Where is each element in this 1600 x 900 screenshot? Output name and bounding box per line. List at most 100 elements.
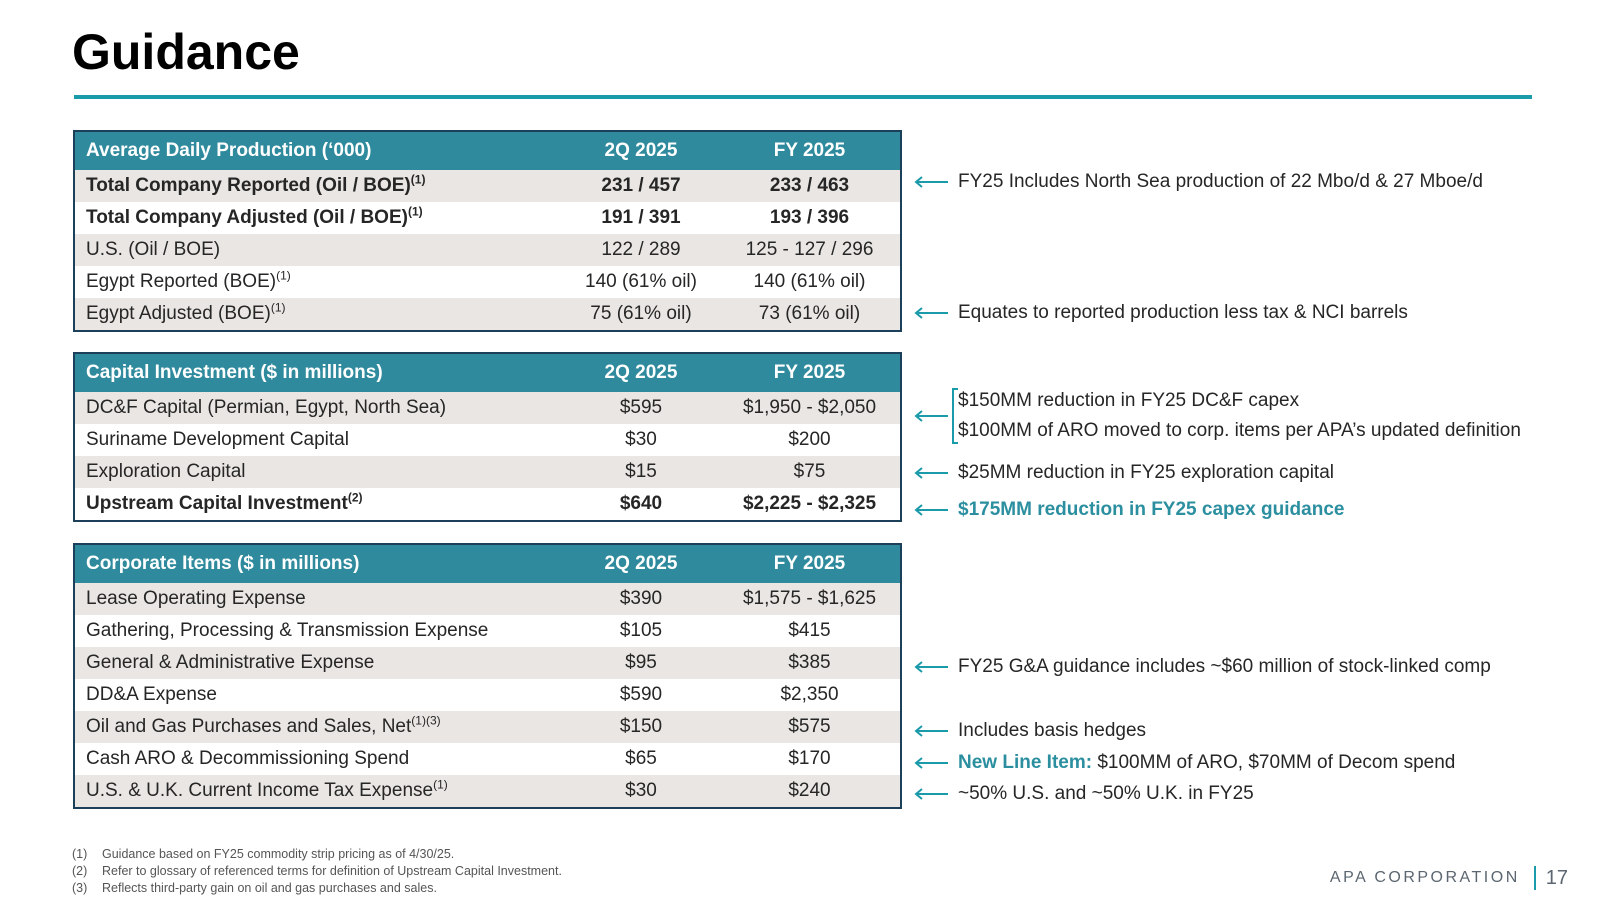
table-row: DC&F Capital (Permian, Egypt, North Sea)…	[75, 392, 900, 424]
header-2q: 2Q 2025	[604, 362, 678, 383]
table-row: Total Company Adjusted (Oil / BOE)(1) 19…	[75, 202, 900, 234]
table-header: Corporate Items ($ in millions) 2Q 2025 …	[75, 545, 900, 583]
arrow-left-icon	[914, 307, 948, 319]
arrow-left-icon	[914, 504, 948, 516]
note-ga: FY25 G&A guidance includes ~$60 million …	[914, 656, 1491, 678]
footnote: (2) Refer to glossary of referenced terms…	[72, 864, 562, 878]
cell-fy: $575	[788, 716, 831, 737]
footnote-ref: (1)(3)	[411, 713, 441, 728]
table-row: Cash ARO & Decommissioning Spend $65 $17…	[75, 743, 900, 775]
cell-fy: 140 (61% oil)	[753, 271, 866, 292]
row-label: U.S. (Oil / BOE)	[86, 239, 221, 260]
note-text: FY25 Includes North Sea production of 22…	[958, 171, 1483, 192]
table-row: DD&A Expense $590 $2,350	[75, 679, 900, 711]
footnote-ref: (2)	[347, 490, 363, 505]
note-exploration: $25MM reduction in FY25 exploration capi…	[914, 462, 1334, 484]
arrow-left-icon	[914, 757, 948, 769]
footnote-ref: (1)	[410, 172, 426, 187]
note-dcf-group	[914, 388, 1554, 444]
production-table: Average Daily Production (‘000) 2Q 2025 …	[73, 130, 902, 332]
note-new-line: New Line Item: $100MM of ARO, $70MM of D…	[914, 752, 1455, 774]
footnote-ref: (1)	[270, 300, 286, 315]
cell-fy: 125 - 127 / 296	[745, 239, 874, 260]
footnotes: (1) Guidance based on FY25 commodity stri…	[72, 846, 562, 897]
row-label: Total Company Adjusted (Oil / BOE)(1)	[86, 204, 423, 228]
table-row: General & Administrative Expense $95 $38…	[75, 647, 900, 679]
cell-2q: 75 (61% oil)	[590, 303, 692, 324]
note-text: ~50% U.S. and ~50% U.K. in FY25	[958, 783, 1254, 804]
row-label: Oil and Gas Purchases and Sales, Net(1)(…	[86, 713, 441, 737]
note-text: $100MM of ARO, $70MM of Decom spend	[1092, 752, 1456, 773]
header-fy: FY 2025	[773, 553, 846, 574]
footnote: (3) Reflects third-party gain on oil and …	[72, 881, 437, 895]
header-label: Average Daily Production (‘000)	[86, 140, 372, 161]
arrow-left-icon	[914, 661, 948, 673]
cell-2q: $30	[625, 429, 657, 450]
cell-2q: $15	[625, 461, 657, 482]
cell-fy: $1,950 - $2,050	[742, 397, 877, 418]
header-fy: FY 2025	[773, 140, 846, 161]
table-row: U.S. & U.K. Current Income Tax Expense(1…	[75, 775, 900, 807]
row-label: Gathering, Processing & Transmission Exp…	[86, 620, 489, 641]
cell-2q: $595	[619, 397, 663, 418]
header-2q: 2Q 2025	[604, 553, 678, 574]
row-label: Lease Operating Expense	[86, 588, 306, 609]
cell-2q: 122 / 289	[601, 239, 681, 260]
cell-fy: $240	[788, 780, 831, 801]
table-row: Total Company Reported (Oil / BOE)(1) 23…	[75, 170, 900, 202]
footnote: (1) Guidance based on FY25 commodity stri…	[72, 847, 455, 861]
table-row: Egypt Adjusted (BOE)(1) 75 (61% oil) 73 …	[75, 298, 900, 330]
note-tax: ~50% U.S. and ~50% U.K. in FY25	[914, 783, 1254, 805]
row-label: U.S. & U.K. Current Income Tax Expense(1…	[86, 777, 448, 801]
capital-table: Capital Investment ($ in millions) 2Q 20…	[73, 352, 902, 522]
cell-fy: 233 / 463	[769, 175, 850, 196]
table-body: Lease Operating Expense $390 $1,575 - $1…	[75, 583, 900, 807]
note-text: FY25 G&A guidance includes ~$60 million …	[958, 656, 1491, 677]
row-label: Suriname Development Capital	[86, 429, 349, 450]
table-header: Capital Investment ($ in millions) 2Q 20…	[75, 354, 900, 392]
cell-fy: $170	[788, 748, 831, 769]
cell-2q: 191 / 391	[601, 207, 681, 228]
table-header: Average Daily Production (‘000) 2Q 2025 …	[75, 132, 900, 170]
note-basis: Includes basis hedges	[914, 720, 1146, 742]
note-text: Equates to reported production less tax …	[958, 302, 1408, 323]
header-fy: FY 2025	[773, 362, 846, 383]
cell-fy: $2,350	[780, 684, 839, 705]
table-row: Gathering, Processing & Transmission Exp…	[75, 615, 900, 647]
cell-2q: 231 / 457	[601, 175, 681, 196]
cell-2q: $95	[625, 652, 657, 673]
cell-2q: $390	[619, 588, 663, 609]
cell-fy: $415	[788, 620, 831, 641]
footnote-ref: (1)	[433, 777, 448, 792]
note-text: Includes basis hedges	[958, 720, 1147, 741]
note-capex: $175MM reduction in FY25 capex guidance	[914, 499, 1344, 521]
table-row: U.S. (Oil / BOE) 122 / 289 125 - 127 / 2…	[75, 234, 900, 266]
row-label: Exploration Capital	[86, 461, 246, 482]
cell-fy: $1,575 - $1,625	[742, 588, 877, 609]
cell-2q: $590	[619, 684, 663, 705]
cell-2q: $30	[625, 780, 657, 801]
cell-fy: $385	[788, 652, 831, 673]
cell-fy: $2,225 - $2,325	[742, 493, 877, 514]
row-label: Egypt Adjusted (BOE)(1)	[86, 300, 286, 324]
row-label: Upstream Capital Investment(2)	[86, 490, 363, 514]
title-divider	[74, 95, 1532, 99]
company-name: APA CORPORATION	[1329, 869, 1520, 886]
cell-2q: $65	[625, 748, 657, 769]
note-aro-moved: $100MM of ARO moved to corp. items per A…	[958, 420, 1521, 441]
arrow-left-icon	[914, 410, 948, 422]
cell-2q: $640	[619, 493, 663, 514]
bracket	[952, 388, 958, 444]
row-label: DD&A Expense	[86, 684, 217, 705]
table-row: Oil and Gas Purchases and Sales, Net(1)(…	[75, 711, 900, 743]
footer-divider	[1533, 866, 1536, 890]
new-line-label: New Line Item:	[958, 752, 1093, 773]
row-label: Total Company Reported (Oil / BOE)(1)	[86, 172, 426, 196]
header-label: Corporate Items ($ in millions)	[86, 553, 360, 574]
page-number: 17	[1545, 866, 1568, 889]
table-row: Exploration Capital $15 $75	[75, 456, 900, 488]
footnote-ref: (1)	[276, 268, 291, 283]
table-row: Egypt Reported (BOE)(1) 140 (61% oil) 14…	[75, 266, 900, 298]
cell-2q: 140 (61% oil)	[585, 271, 697, 292]
corporate-table: Corporate Items ($ in millions) 2Q 2025 …	[73, 543, 902, 809]
